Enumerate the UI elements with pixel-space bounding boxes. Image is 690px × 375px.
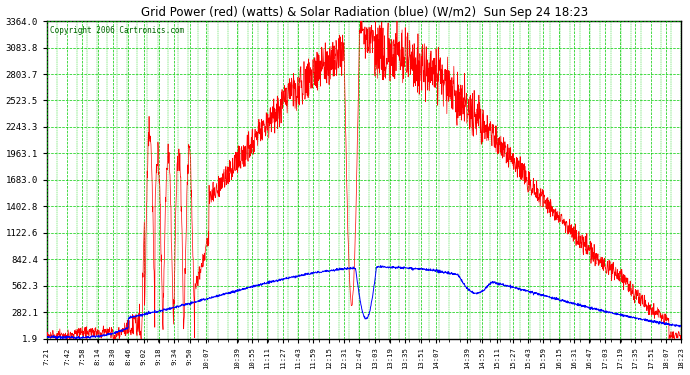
Title: Grid Power (red) (watts) & Solar Radiation (blue) (W/m2)  Sun Sep 24 18:23: Grid Power (red) (watts) & Solar Radiati…	[141, 6, 588, 18]
Text: Copyright 2006 Cartronics.com: Copyright 2006 Cartronics.com	[50, 26, 184, 35]
